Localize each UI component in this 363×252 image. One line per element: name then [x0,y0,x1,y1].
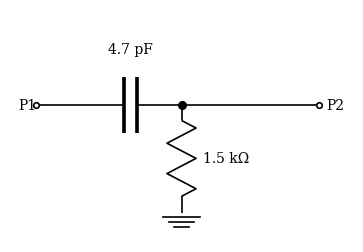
Text: 1.5 kΩ: 1.5 kΩ [203,152,249,166]
Text: P1: P1 [18,99,36,113]
Text: P2: P2 [327,99,345,113]
Text: 4.7 pF: 4.7 pF [108,43,153,57]
